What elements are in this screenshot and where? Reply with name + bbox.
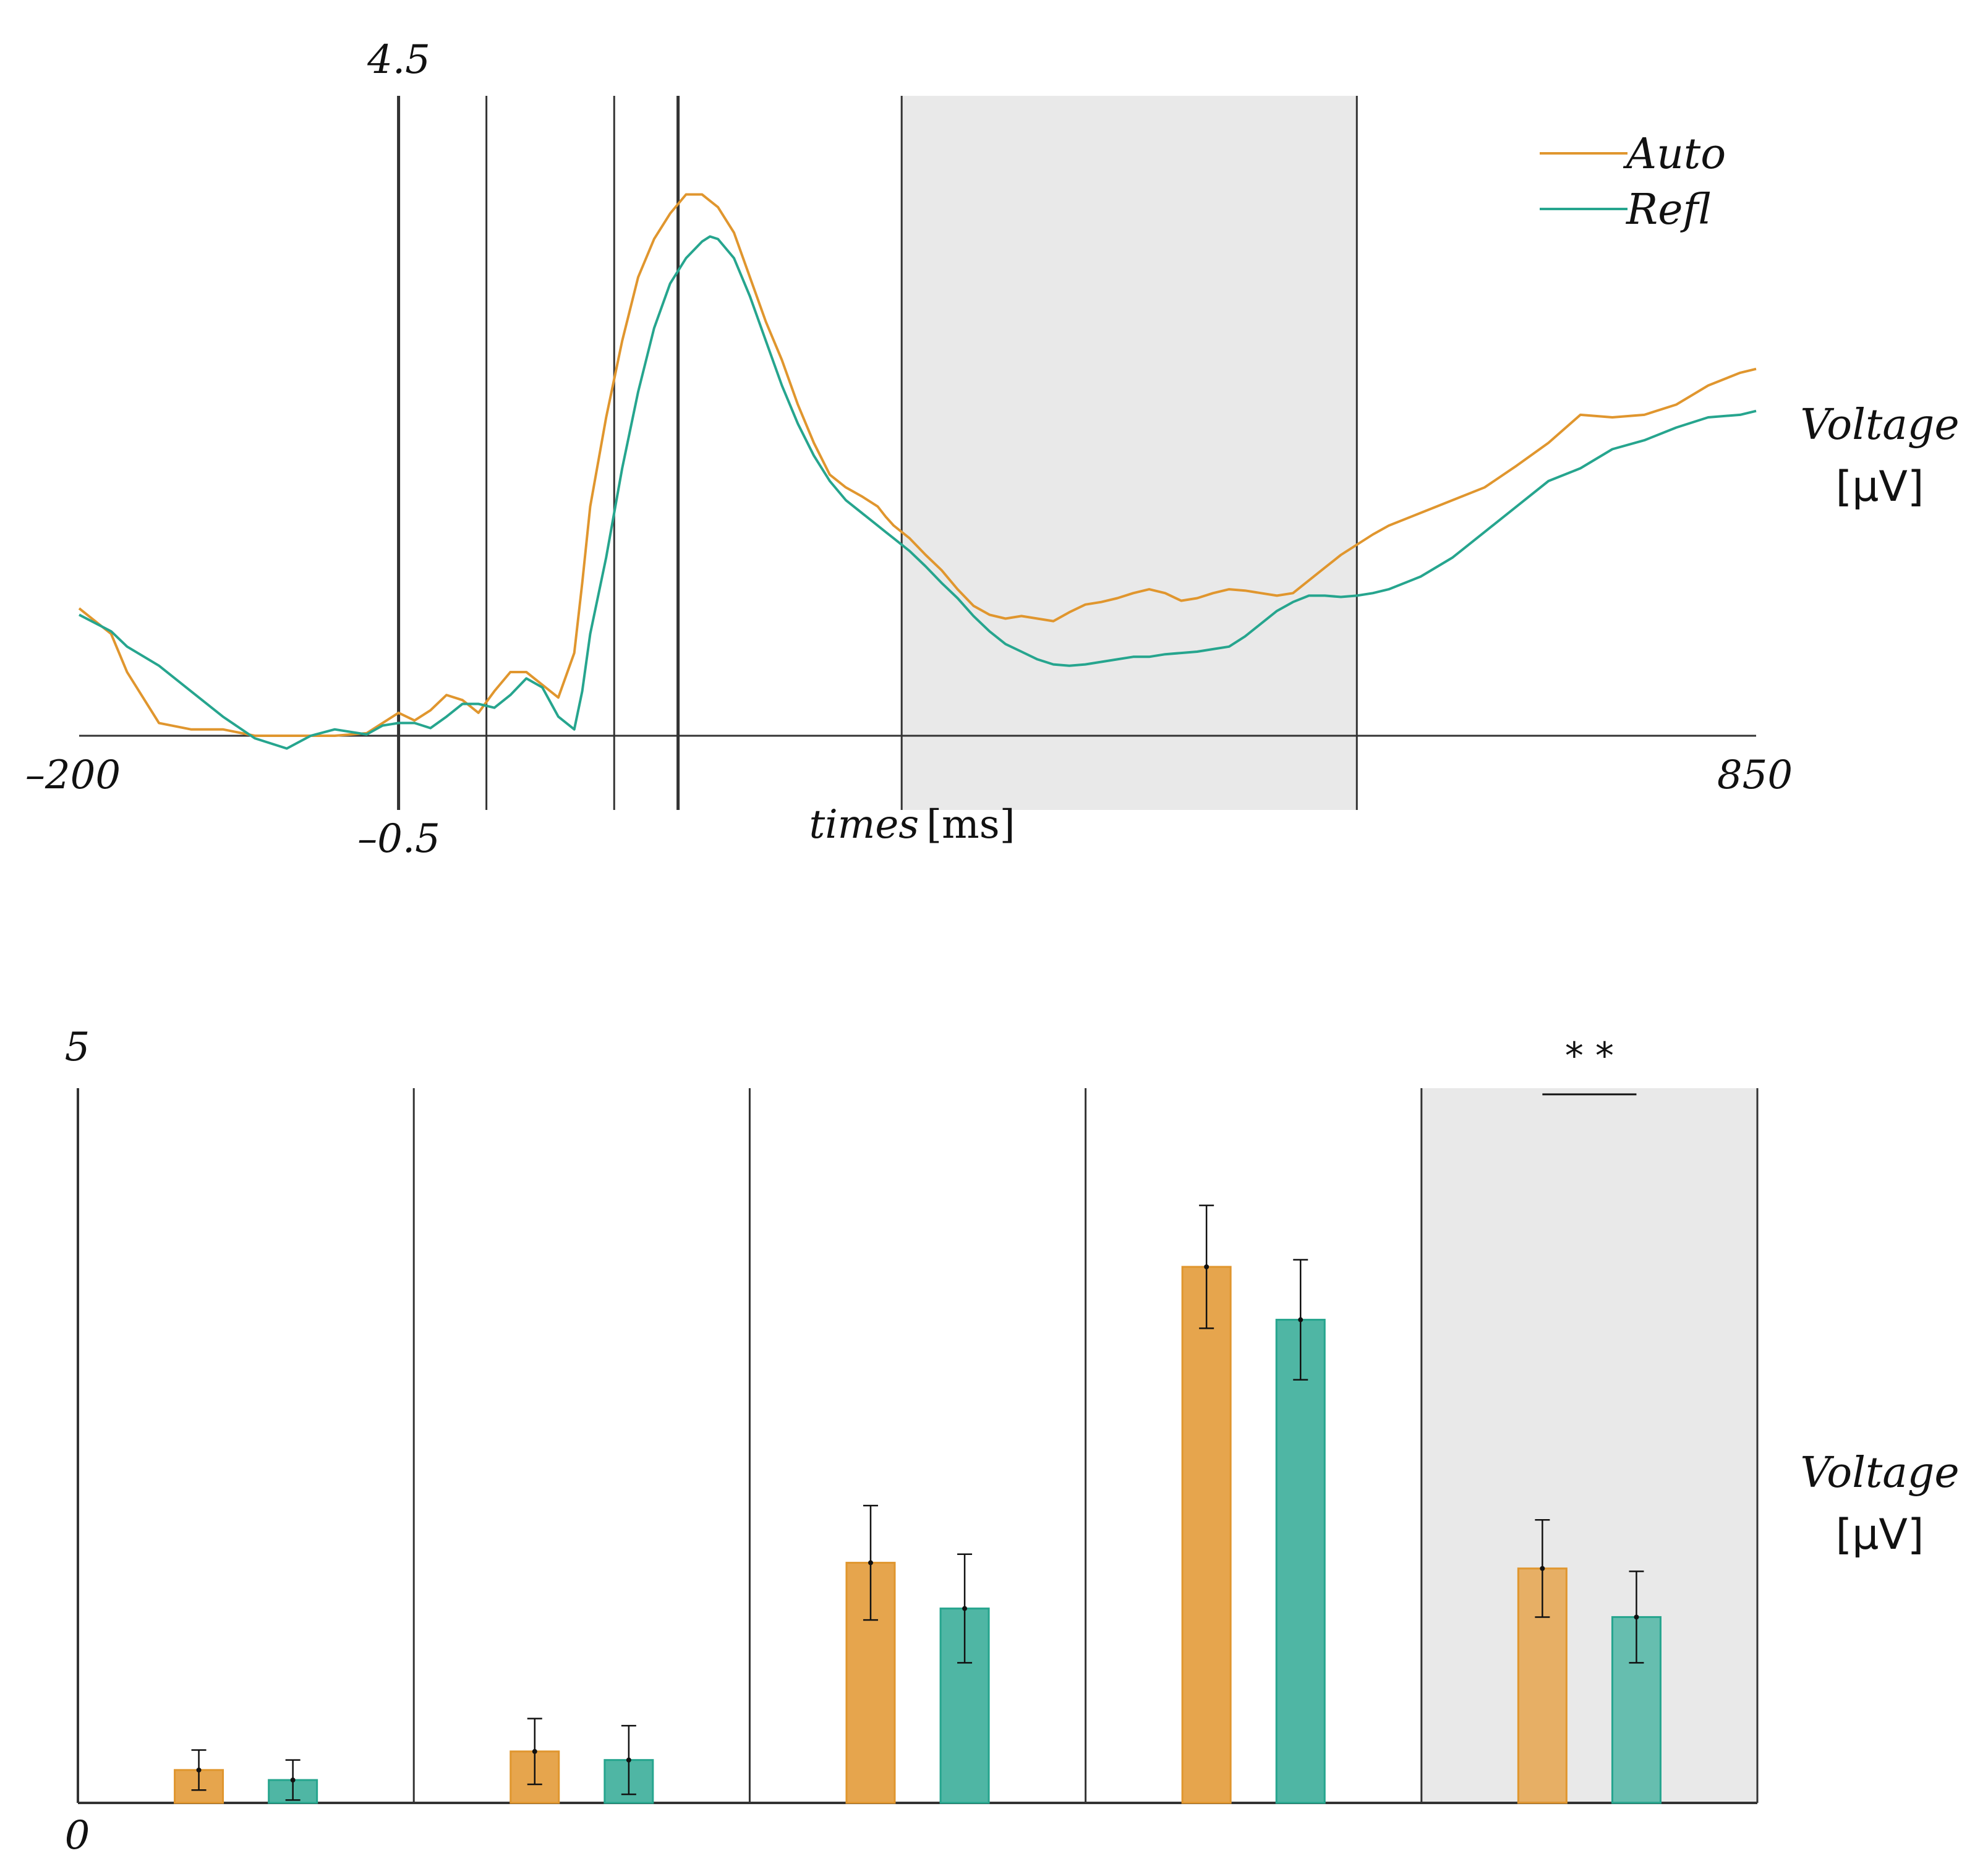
erp-y-tick-top: 4.5 (367, 37, 430, 83)
error-bar-mean-dot (962, 1606, 968, 1611)
error-bar-mean-dot (1634, 1614, 1639, 1620)
error-bar-mean-dot (290, 1778, 296, 1783)
error-bar-refl-panel-2 (621, 1724, 636, 1795)
erp-y-axis-label: Voltage (1800, 401, 1959, 449)
error-bar-auto-panel-3 (863, 1504, 878, 1621)
error-bar-auto-panel-4 (1199, 1204, 1214, 1329)
error-bar-mean-dot (626, 1757, 631, 1763)
bar-marks (174, 1266, 1662, 1804)
legend-label-auto: Auto (1623, 130, 1726, 179)
error-bar-mean-dot (532, 1748, 537, 1754)
erp-marker-lines (397, 96, 1358, 810)
error-bar-mean-dot (1540, 1565, 1545, 1571)
bar-panel-dividers (77, 1088, 1759, 1803)
error-bar-refl-panel-4 (1293, 1259, 1308, 1381)
significance-label: * * (1565, 1034, 1614, 1078)
error-bar-refl-panel-3 (957, 1553, 973, 1664)
error-bar-refl-panel-1 (285, 1759, 301, 1801)
erp-x-tick-left: –200 (25, 752, 121, 798)
error-bar-refl-panel-5 (1629, 1570, 1644, 1664)
erp-line-chart: 4.5 –0.5 –200 850 times [ms] Voltage [μV]… (25, 37, 1960, 862)
bar-refl-panel-4 (1275, 1319, 1326, 1804)
voltage-bar-chart: * * 5 0 Voltage [μV] (65, 1024, 1960, 1859)
erp-legend: Auto Refl (1540, 130, 1726, 234)
erp-series-line-auto (78, 193, 1757, 737)
erp-x-axis-unit: [ms] (926, 802, 1015, 848)
erp-y-axis-unit: [μV] (1836, 462, 1924, 511)
bar-error-bars (191, 1204, 1644, 1801)
error-bar-auto-panel-1 (191, 1749, 207, 1791)
error-bar-auto-panel-5 (1535, 1518, 1550, 1618)
erp-x-axis-label: times [ms] (809, 802, 1015, 848)
erp-y-tick-bottom: –0.5 (357, 816, 440, 862)
bar-shaded-panel (1421, 1088, 1757, 1803)
error-bar-mean-dot (196, 1767, 202, 1773)
legend-label-refl: Refl (1625, 185, 1711, 234)
bar-y-axis-unit: [μV] (1836, 1510, 1924, 1559)
erp-series-line-refl (79, 235, 1757, 750)
erp-x-axis-label-text: times (809, 802, 919, 848)
error-bar-mean-dot (1204, 1264, 1209, 1269)
erp-shaded-window (902, 96, 1357, 810)
bar-y-axis-label: Voltage (1800, 1449, 1959, 1497)
erp-x-tick-right: 850 (1717, 752, 1793, 798)
error-bar-mean-dot (868, 1560, 873, 1565)
error-bar-auto-panel-2 (527, 1718, 542, 1786)
bar-y-tick-bottom: 0 (65, 1813, 90, 1859)
error-bar-mean-dot (1298, 1317, 1303, 1322)
bar-auto-panel-4 (1181, 1266, 1232, 1804)
bar-y-tick-top: 5 (65, 1024, 90, 1070)
